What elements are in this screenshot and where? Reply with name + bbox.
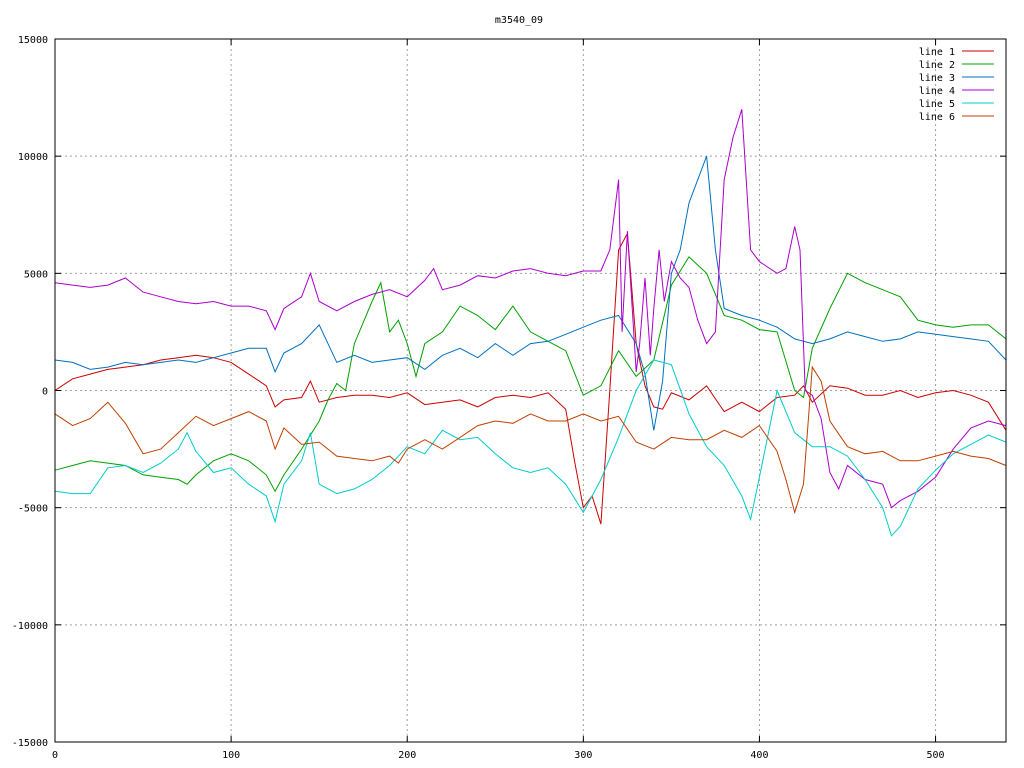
x-tick-label: 300 [574, 750, 592, 761]
series-line-2 [54, 256, 1007, 493]
legend-label: line 1 [919, 47, 955, 58]
axes-layer: -15000 -10000 -5000 0 5000 10000 15000 0 100 200 3… [12, 35, 1006, 761]
y-tick-label: -5000 [18, 504, 48, 515]
grid-layer [55, 39, 1006, 742]
series-line-6 [54, 365, 1007, 515]
series-line-1 [54, 231, 1007, 525]
series-line-3 [54, 156, 1007, 431]
x-tick-label: 0 [52, 750, 58, 761]
x-tick-label: 200 [398, 750, 416, 761]
y-tick-label: 5000 [24, 269, 48, 280]
legend: line 1 line 2 line 3 line 4 line 5 line 6 [919, 47, 994, 123]
y-tick-label: 0 [42, 387, 48, 398]
x-tick-label: 500 [927, 750, 945, 761]
x-tick-label: 100 [222, 750, 240, 761]
series-layer [54, 109, 1007, 537]
plot-border [54, 38, 1007, 743]
y-tick-label: -10000 [12, 621, 48, 632]
series-line-5 [54, 359, 1007, 537]
legend-label: line 2 [919, 60, 955, 71]
y-tick-label: 10000 [18, 152, 48, 163]
x-tick-label: 400 [750, 750, 768, 761]
legend-label: line 6 [919, 112, 955, 123]
legend-label: line 5 [919, 99, 955, 110]
chart-title: m3540_09 [495, 15, 543, 26]
legend-label: line 4 [919, 86, 955, 97]
series-line-4 [54, 109, 1007, 509]
y-tick-label: -15000 [12, 738, 48, 749]
legend-label: line 3 [919, 73, 955, 84]
y-tick-label: 15000 [18, 35, 48, 46]
